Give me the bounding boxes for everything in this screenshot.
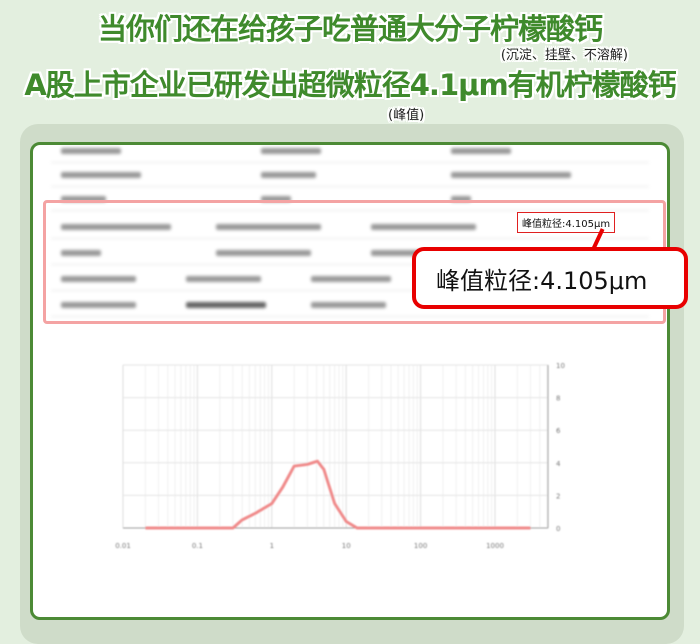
y-tick-label: 6 bbox=[556, 427, 561, 435]
chart-body: 0 2 4 6 8 10 0.01 0.1 1 10 100 1000 bbox=[115, 362, 565, 550]
y-tick-label: 8 bbox=[556, 395, 560, 403]
x-tick-label: 1 bbox=[270, 542, 274, 550]
x-tick-label: 0.01 bbox=[115, 542, 131, 550]
y-tick-label: 10 bbox=[556, 362, 565, 370]
peak-size-callout: 峰值粒径:4.105μm bbox=[412, 247, 688, 309]
headline-note1: (沉淀、挂壁、不溶解) bbox=[500, 48, 628, 63]
x-tick-label: 100 bbox=[414, 542, 427, 550]
headline-line2: A股上市企业已研发出超微粒径4.1μm有机柠檬酸钙 bbox=[24, 68, 676, 102]
y-tick-label: 2 bbox=[556, 492, 560, 500]
peak-size-label: 峰值粒径:4.105μm bbox=[517, 212, 616, 233]
x-tick-label: 10 bbox=[342, 542, 351, 550]
x-tick-label: 1000 bbox=[486, 542, 504, 550]
headline-line1: 当你们还在给孩子吃普通大分子柠檬酸钙 bbox=[97, 12, 603, 46]
headline-note2: (峰值) bbox=[388, 108, 425, 123]
x-tick-label: 0.1 bbox=[192, 542, 203, 550]
report-panel: 峰值粒径:4.105μm bbox=[30, 142, 670, 620]
y-tick-label: 4 bbox=[556, 460, 561, 468]
distribution-curve bbox=[145, 459, 531, 530]
y-tick-label: 0 bbox=[556, 525, 560, 533]
